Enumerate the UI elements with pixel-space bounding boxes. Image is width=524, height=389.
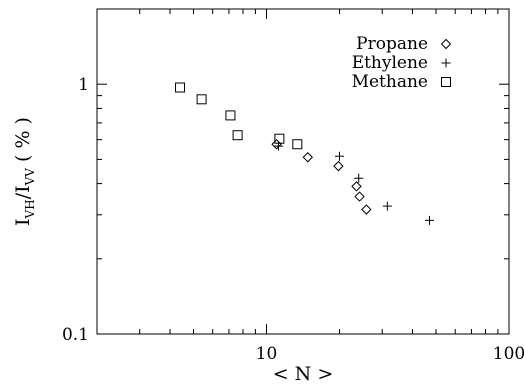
square-point (232, 130, 243, 141)
series-methane (175, 82, 303, 150)
square-point (274, 133, 285, 144)
y-tick-label: 1 (78, 75, 89, 95)
diamond-point (333, 160, 344, 172)
square-point (175, 82, 186, 93)
x-axis-label: < N > (273, 363, 334, 385)
legend-marker-propane (440, 38, 452, 50)
series-propane (271, 139, 372, 215)
legend-label-propane: Propane (356, 34, 428, 54)
tick-labels: 10 100 0.1 1 (62, 75, 524, 364)
plus-point (382, 201, 392, 211)
y-tick-label: 0.1 (62, 325, 89, 345)
diamond-point (271, 139, 282, 150)
square-point (292, 139, 303, 150)
square-point (225, 110, 236, 121)
legend-marker-methane (441, 77, 451, 87)
plus-point (424, 215, 434, 225)
diamond-point (354, 191, 365, 202)
y-axis-label: IVH/IVV ( % ) (12, 117, 37, 226)
x-tick-label: 100 (493, 344, 524, 364)
legend-label-methane: Methane (352, 72, 428, 92)
plus-point (354, 173, 364, 183)
plus-point (335, 151, 344, 161)
diamond-point (361, 204, 372, 215)
data-markers (175, 82, 434, 225)
axis-ticks (96, 8, 510, 335)
diamond-point (302, 152, 313, 163)
series-ethylene (273, 141, 434, 225)
diamond-point (351, 181, 362, 192)
legend-label-ethylene: Ethylene (352, 53, 428, 73)
square-point (196, 94, 207, 105)
x-tick-label: 10 (256, 344, 278, 364)
legend-marker-ethylene (441, 58, 451, 68)
plot-frame (96, 8, 510, 335)
